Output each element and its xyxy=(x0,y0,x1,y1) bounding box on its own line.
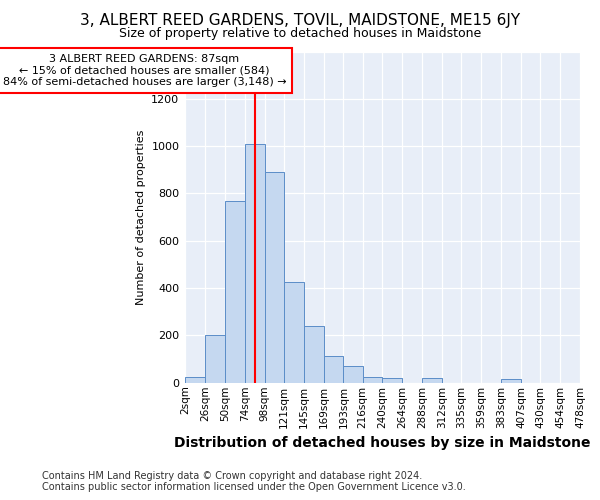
Y-axis label: Number of detached properties: Number of detached properties xyxy=(136,130,146,305)
Bar xyxy=(284,282,304,383)
Bar xyxy=(304,326,323,383)
X-axis label: Distribution of detached houses by size in Maidstone: Distribution of detached houses by size … xyxy=(174,436,590,450)
Bar xyxy=(323,356,343,383)
Bar xyxy=(225,200,245,383)
Bar xyxy=(362,377,382,383)
Bar xyxy=(501,379,521,383)
Bar xyxy=(343,366,362,383)
Text: 3, ALBERT REED GARDENS, TOVIL, MAIDSTONE, ME15 6JY: 3, ALBERT REED GARDENS, TOVIL, MAIDSTONE… xyxy=(80,12,520,28)
Text: 3 ALBERT REED GARDENS: 87sqm
← 15% of detached houses are smaller (584)
84% of s: 3 ALBERT REED GARDENS: 87sqm ← 15% of de… xyxy=(2,54,286,87)
Text: Contains HM Land Registry data © Crown copyright and database right 2024.
Contai: Contains HM Land Registry data © Crown c… xyxy=(42,471,466,492)
Bar xyxy=(265,172,284,383)
Text: Size of property relative to detached houses in Maidstone: Size of property relative to detached ho… xyxy=(119,28,481,40)
Bar xyxy=(185,377,205,383)
Bar xyxy=(422,378,442,383)
Bar xyxy=(245,144,265,383)
Bar xyxy=(205,336,225,383)
Bar xyxy=(382,378,403,383)
